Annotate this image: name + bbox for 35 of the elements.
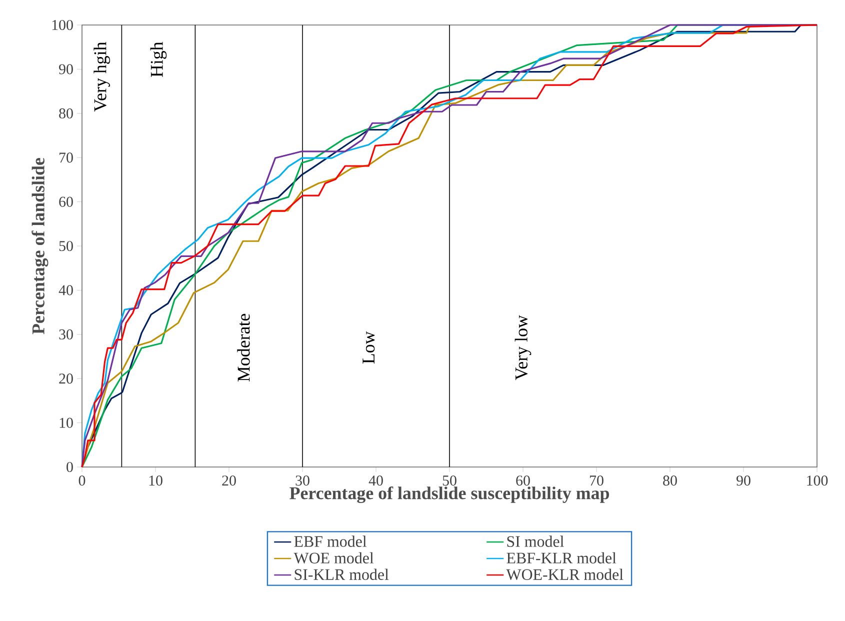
y-tick-label: 100 [52, 20, 73, 30]
legend-label: WOE-KLR model [506, 568, 624, 580]
x-tick-label: 20 [222, 476, 236, 486]
y-tick-label: 90 [59, 64, 73, 74]
annotation: Moderate [237, 314, 250, 382]
legend-label: SI-KLR model [294, 568, 389, 580]
annotation: Very hgih [94, 42, 110, 112]
annotation: Very low [514, 315, 532, 380]
x-tick-label: 10 [149, 476, 162, 486]
x-tick-label: 90 [736, 476, 750, 486]
y-tick-label: 40 [58, 285, 73, 296]
y-axis-title: Percentage of landslide [32, 158, 48, 334]
x-tick-label: 40 [368, 476, 383, 486]
legend-label: WOE model [294, 552, 374, 564]
y-tick-label: 60 [59, 196, 73, 207]
x-tick-label: 50 [442, 476, 456, 486]
y-tick-label: 30 [59, 329, 73, 340]
y-tick-label: 0 [66, 462, 73, 472]
legend-label: SI model [507, 536, 564, 547]
annotation: Low [362, 331, 375, 364]
legend-label: EBF-KLR model [506, 552, 616, 564]
y-tick-label: 70 [60, 152, 73, 163]
x-tick-label: 0 [78, 476, 86, 486]
x-tick-label: 70 [590, 476, 604, 486]
x-axis-title: Percentage of landslide susceptibility map [290, 486, 610, 504]
y-tick-label: 80 [59, 108, 73, 118]
x-tick-label: 80 [663, 476, 677, 486]
y-tick-label: 50 [59, 240, 73, 252]
x-tick-label: 100 [807, 476, 828, 486]
y-tick-label: 20 [59, 374, 73, 384]
y-tick-label: 10 [60, 418, 73, 428]
x-tick-label: 60 [516, 476, 530, 486]
annotation: High [150, 42, 167, 78]
x-tick-label: 30 [296, 476, 310, 486]
legend-label: EBF model [294, 536, 367, 547]
